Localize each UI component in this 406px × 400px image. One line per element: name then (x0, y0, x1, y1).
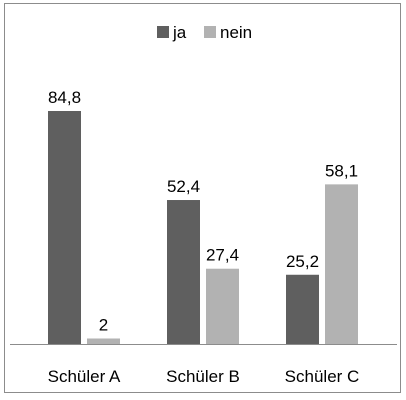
data-label-nein-1: 2 (99, 316, 108, 335)
x-tick-labels: Schüler A Schüler B Schüler C (48, 367, 360, 386)
x-tick-label-1: Schüler A (48, 367, 121, 386)
bar-ja-2 (167, 200, 200, 344)
bar-nein-3 (325, 184, 358, 344)
bar-ja-1 (48, 111, 81, 344)
legend-label-nein: nein (220, 23, 252, 42)
data-label-nein-2: 27,4 (206, 246, 239, 265)
data-label-ja-3: 25,2 (286, 252, 319, 271)
data-label-ja-2: 52,4 (167, 177, 200, 196)
legend-swatch-ja (157, 26, 169, 38)
value-labels: 84,8 52,4 25,2 2 27,4 58,1 (48, 88, 358, 335)
bars (48, 111, 358, 344)
bar-nein-1 (87, 338, 120, 344)
legend-label-ja: ja (172, 23, 187, 42)
x-tick-label-2: Schüler B (166, 367, 240, 386)
bar-ja-3 (286, 274, 319, 344)
legend: ja nein (157, 23, 252, 42)
bar-nein-2 (206, 268, 239, 344)
x-tick-label-3: Schüler C (285, 367, 360, 386)
data-label-ja-1: 84,8 (48, 88, 81, 107)
data-label-nein-3: 58,1 (325, 161, 358, 180)
legend-swatch-nein (204, 26, 216, 38)
